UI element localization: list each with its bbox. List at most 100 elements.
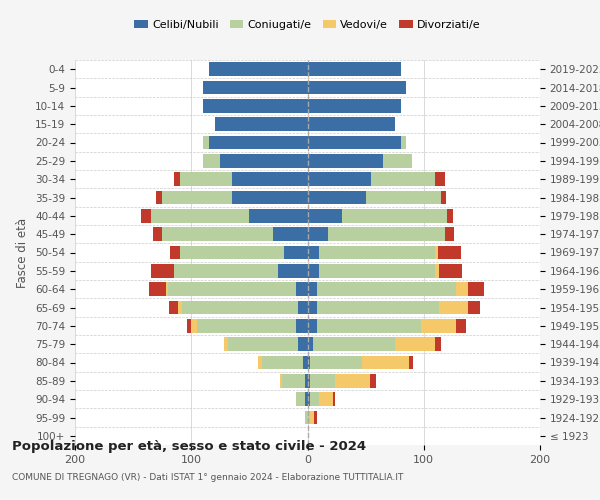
Bar [445,228,454,241]
Bar [278,264,308,278]
Bar [203,154,220,168]
Bar [308,118,395,131]
Bar [371,172,436,186]
Bar [335,374,370,388]
Bar [203,80,308,94]
Bar [383,154,412,168]
Bar [310,374,335,388]
Bar [187,319,191,332]
Bar [328,228,445,241]
Bar [436,338,441,351]
Bar [229,338,298,351]
Bar [191,319,197,332]
Bar [232,190,308,204]
Bar [308,80,406,94]
Bar [162,228,272,241]
Bar [317,300,439,314]
Bar [468,282,484,296]
Y-axis label: Fasce di età: Fasce di età [16,218,29,288]
Bar [149,282,166,296]
Bar [284,246,308,260]
Bar [314,410,317,424]
Bar [457,282,468,296]
Bar [319,392,333,406]
Bar [317,282,457,296]
Bar [153,228,162,241]
Bar [409,356,413,370]
Bar [362,356,409,370]
Bar [215,118,308,131]
Bar [179,172,232,186]
Bar [257,356,262,370]
Bar [296,282,308,296]
Bar [308,392,310,406]
Bar [319,264,436,278]
Bar [401,136,406,149]
Bar [197,319,296,332]
Bar [280,374,282,388]
Bar [203,136,209,149]
Bar [298,338,308,351]
Bar [308,282,317,296]
Bar [421,319,457,332]
Bar [436,264,439,278]
Bar [303,356,308,370]
Bar [308,300,317,314]
Bar [308,209,343,222]
Bar [250,209,308,222]
Bar [308,264,319,278]
Bar [298,300,308,314]
Bar [308,338,313,351]
Bar [308,190,365,204]
Bar [305,410,308,424]
Bar [305,374,308,388]
Bar [141,209,151,222]
Bar [220,154,308,168]
Bar [308,356,310,370]
Bar [170,246,179,260]
Bar [468,300,479,314]
Bar [178,300,182,314]
Bar [203,99,308,112]
Bar [151,264,174,278]
Bar [365,190,441,204]
Bar [272,228,308,241]
Bar [457,319,466,332]
Bar [439,264,462,278]
Bar [310,356,362,370]
Bar [333,392,335,406]
Bar [447,209,453,222]
Bar [308,154,383,168]
Bar [308,319,317,332]
Bar [436,172,445,186]
Bar [174,172,179,186]
Bar [157,190,162,204]
Bar [439,300,468,314]
Bar [313,338,395,351]
Bar [308,99,401,112]
Bar [319,246,436,260]
Bar [224,338,229,351]
Bar [305,392,308,406]
Bar [308,228,328,241]
Bar [310,410,314,424]
Bar [282,374,305,388]
Text: Popolazione per età, sesso e stato civile - 2024: Popolazione per età, sesso e stato civil… [12,440,366,453]
Bar [441,190,446,204]
Bar [169,300,178,314]
Bar [209,136,308,149]
Bar [438,246,461,260]
Bar [343,209,447,222]
Bar [436,246,438,260]
Bar [308,410,310,424]
Bar [370,374,376,388]
Bar [182,300,298,314]
Text: COMUNE DI TREGNAGO (VR) - Dati ISTAT 1° gennaio 2024 - Elaborazione TUTTITALIA.I: COMUNE DI TREGNAGO (VR) - Dati ISTAT 1° … [12,473,403,482]
Bar [317,319,421,332]
Bar [308,136,401,149]
Bar [308,62,401,76]
Bar [310,392,319,406]
Bar [308,374,310,388]
Bar [209,62,308,76]
Bar [395,338,436,351]
